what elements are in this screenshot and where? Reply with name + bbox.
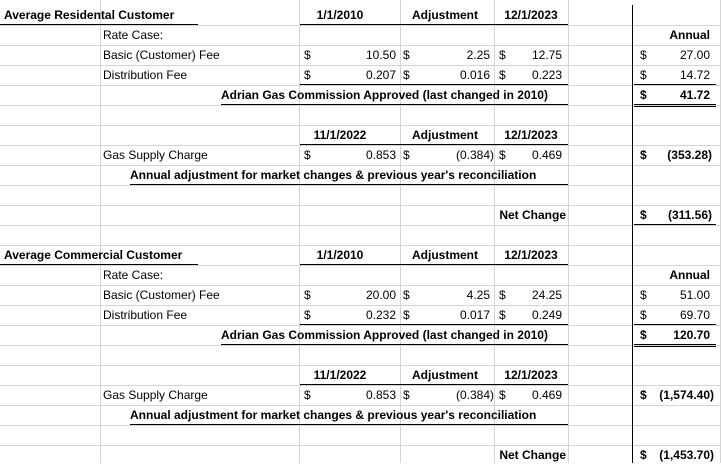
approval-note: Adrian Gas Commission Approved (last cha… [221, 328, 548, 342]
value-start: 0.232 [365, 308, 396, 322]
currency-symbol: $ [640, 328, 647, 342]
value-adjustment: 0.017 [459, 308, 490, 322]
header-adjustment: Adjustment [412, 8, 478, 22]
value-annual: 27.00 [679, 48, 710, 62]
currency-symbol: $ [403, 388, 410, 402]
value-end: 0.249 [531, 308, 562, 322]
value-start: 20.00 [365, 288, 396, 302]
currency-symbol: $ [304, 288, 311, 302]
value-adjustment: (0.384) [455, 388, 494, 402]
gas-header-start-date: 11/1/2022 [313, 368, 367, 382]
header-start-date: 1/1/2010 [316, 248, 364, 262]
value-adjustment: (0.384) [455, 148, 494, 162]
currency-symbol: $ [304, 148, 311, 162]
currency-symbol: $ [640, 68, 647, 82]
approval-total: 120.70 [673, 328, 710, 342]
currency-symbol: $ [304, 68, 311, 82]
annual-header: Annual [669, 28, 710, 42]
rate-case-label: Rate Case: [103, 268, 164, 282]
gas-header-end-date: 12/1/2023 [504, 128, 558, 142]
currency-symbol: $ [640, 148, 647, 162]
rate-case-label: Rate Case: [103, 28, 164, 42]
currency-symbol: $ [640, 88, 647, 102]
currency-symbol: $ [640, 288, 647, 302]
currency-symbol: $ [499, 308, 506, 322]
currency-symbol: $ [640, 388, 647, 402]
value-annual: 69.70 [679, 308, 710, 322]
value-start: 0.853 [365, 388, 396, 402]
net-change-label: Net Change [499, 208, 566, 222]
net-change-label: Net Change [499, 448, 566, 462]
gas-note: Annual adjustment for market changes & p… [130, 408, 537, 422]
currency-symbol: $ [403, 308, 410, 322]
value-start: 0.853 [365, 148, 396, 162]
value-annual: 14.72 [679, 68, 710, 82]
gas-header-adjustment: Adjustment [412, 368, 478, 382]
value-adjustment: 0.016 [459, 68, 490, 82]
currency-symbol: $ [304, 388, 311, 402]
gas-header-end-date: 12/1/2023 [504, 368, 558, 382]
header-adjustment: Adjustment [412, 248, 478, 262]
approval-note: Adrian Gas Commission Approved (last cha… [221, 88, 548, 102]
row-label: Distribution Fee [103, 308, 188, 322]
value-end: 0.223 [531, 68, 562, 82]
currency-symbol: $ [640, 208, 647, 222]
row-label: Gas Supply Charge [103, 388, 208, 402]
gas-note: Annual adjustment for market changes & p… [130, 168, 537, 182]
value-annual: (1,574.40) [659, 388, 714, 402]
approval-total: 41.72 [679, 88, 710, 102]
annual-header: Annual [669, 268, 710, 282]
currency-symbol: $ [499, 288, 506, 302]
value-start: 10.50 [365, 48, 396, 62]
header-end-date: 12/1/2023 [504, 248, 558, 262]
currency-symbol: $ [499, 48, 506, 62]
currency-symbol: $ [499, 388, 506, 402]
currency-symbol: $ [640, 308, 647, 322]
currency-symbol: $ [403, 68, 410, 82]
value-annual: (353.28) [667, 148, 712, 162]
value-annual: 51.00 [679, 288, 710, 302]
currency-symbol: $ [499, 68, 506, 82]
currency-symbol: $ [403, 288, 410, 302]
value-end: 0.469 [531, 388, 562, 402]
value-adjustment: 4.25 [466, 288, 490, 302]
net-change-value: (311.56) [667, 208, 712, 222]
value-start: 0.207 [365, 68, 396, 82]
gas-header-adjustment: Adjustment [412, 128, 478, 142]
row-label: Gas Supply Charge [103, 148, 208, 162]
currency-symbol: $ [304, 48, 311, 62]
value-end: 24.25 [531, 288, 562, 302]
header-end-date: 12/1/2023 [504, 8, 558, 22]
value-end: 12.75 [531, 48, 562, 62]
currency-symbol: $ [304, 308, 311, 322]
currency-symbol: $ [640, 48, 647, 62]
gas-header-start-date: 11/1/2022 [313, 128, 367, 142]
section-title: Average Commercial Customer [4, 248, 183, 262]
value-end: 0.469 [531, 148, 562, 162]
net-change-value: (1,453.70) [659, 448, 714, 462]
value-adjustment: 2.25 [466, 48, 490, 62]
currency-symbol: $ [499, 148, 506, 162]
row-label: Basic (Customer) Fee [103, 48, 220, 62]
row-label: Basic (Customer) Fee [103, 288, 220, 302]
currency-symbol: $ [403, 48, 410, 62]
section-title: Average Residental Customer [4, 8, 175, 22]
row-label: Distribution Fee [103, 68, 188, 82]
currency-symbol: $ [640, 448, 647, 462]
header-start-date: 1/1/2010 [316, 8, 364, 22]
currency-symbol: $ [403, 148, 410, 162]
